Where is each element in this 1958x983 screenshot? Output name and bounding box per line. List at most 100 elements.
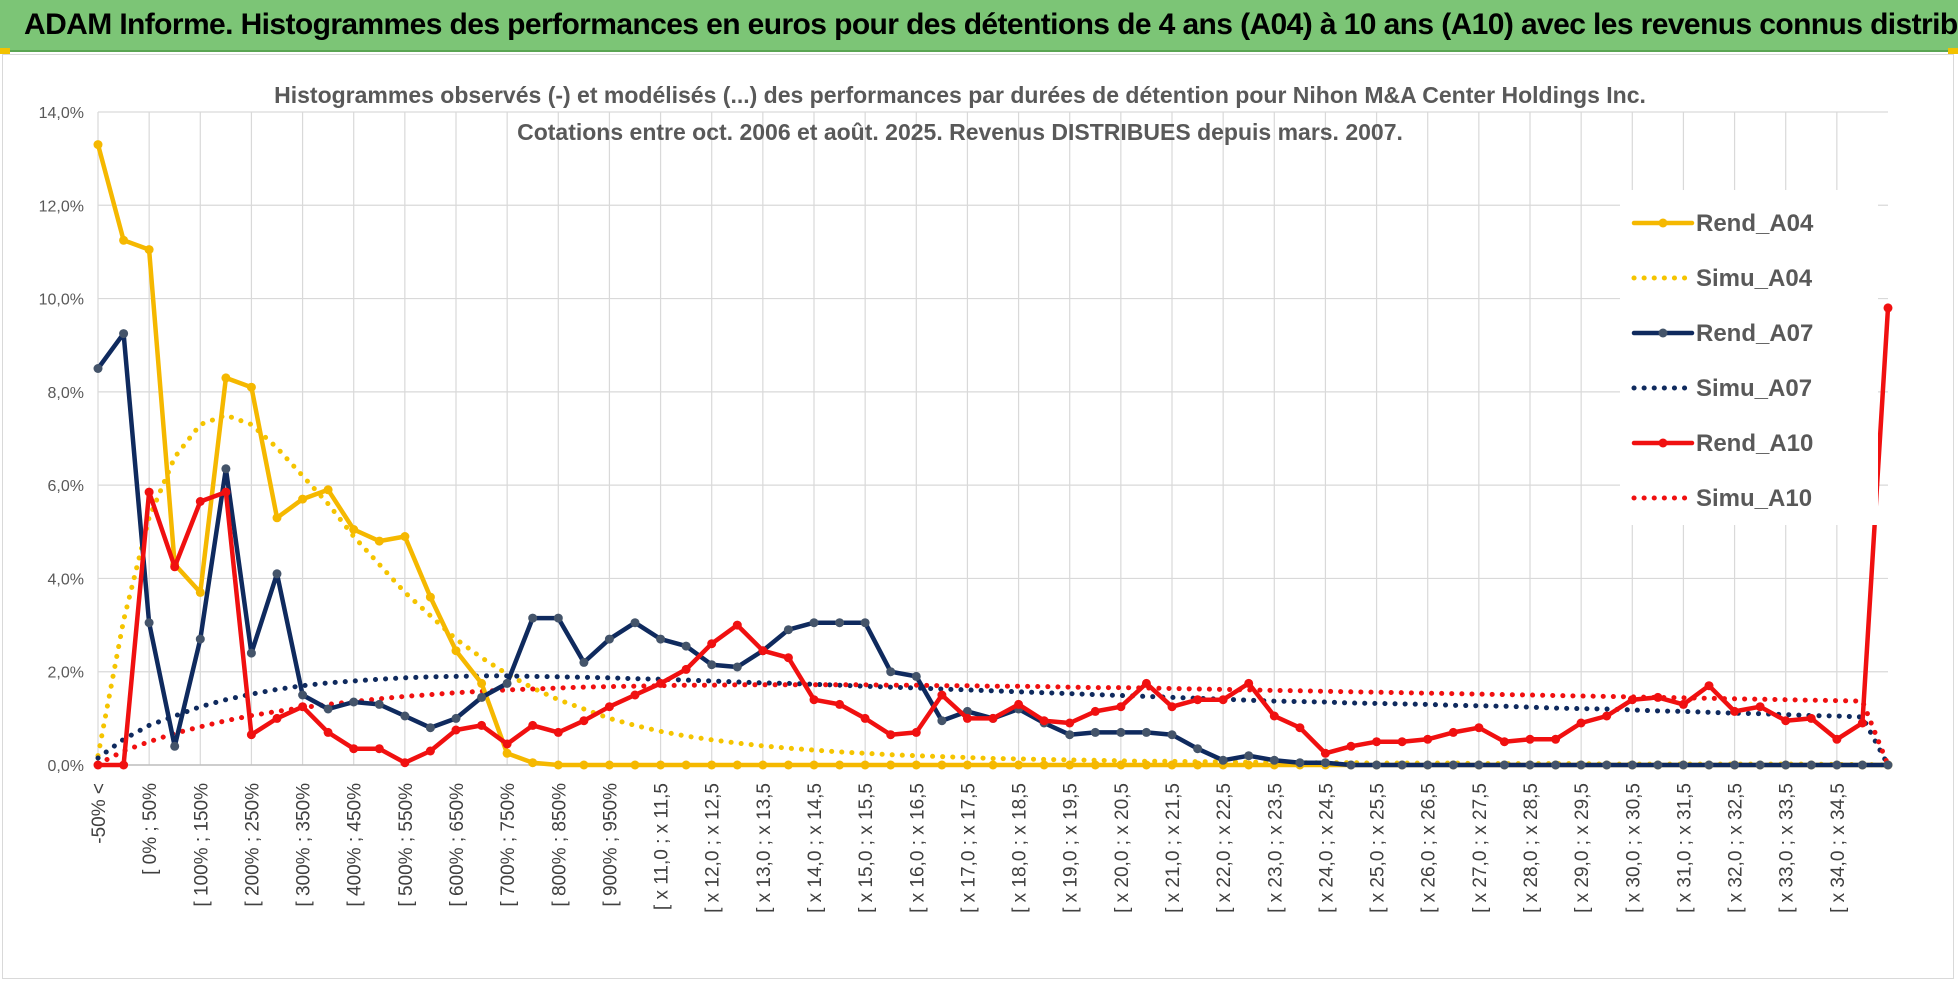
data-point-rend-a10 [1806,713,1816,723]
data-point-rend-a07 [1474,760,1484,770]
y-axis: 0,0% 2,0% 4,0% 6,0% 8,0% 10,0% 12,0% 14,0% [39,105,84,775]
data-point-rend-a10 [1065,718,1075,728]
legend-box [1620,190,1878,525]
x-tick-label: [ 200% ; 250% [242,783,263,907]
legend-label-rend-a04: Rend_A04 [1696,210,1814,237]
data-point-rend-a04 [298,494,308,504]
data-point-rend-a04 [323,485,333,495]
data-point-rend-a10 [1576,718,1586,728]
data-point-rend-a07 [1320,758,1330,768]
series-line-simu-a04 [95,412,1891,768]
data-point-rend-a07 [1397,760,1407,770]
x-tick-label: [ 800% ; 850% [549,783,570,907]
data-point-rend-a10 [425,746,435,756]
data-point-rend-a10 [1602,711,1612,721]
data-point-rend-a07 [298,690,308,700]
data-point-rend-a07 [1218,755,1228,765]
x-tick-label: [ x 15,0 ; x 15,5 [856,783,877,913]
data-point-rend-a04 [860,760,870,770]
data-point-rend-a07 [349,697,359,707]
data-point-rend-a10 [502,739,512,749]
data-point-rend-a04 [911,760,921,770]
chart-subtitle: Cotations entre oct. 2006 et août. 2025.… [517,119,1403,145]
data-point-rend-a07 [400,711,410,721]
data-point-rend-a10 [1678,699,1688,709]
data-point-rend-a10 [1448,727,1458,737]
legend-marker-rend-a07 [1658,328,1668,338]
data-point-rend-a10 [630,690,640,700]
data-point-rend-a07 [93,364,103,373]
x-tick-label: [ x 22,0 ; x 22,5 [1214,783,1235,913]
data-point-rend-a10 [323,727,333,737]
data-point-rend-a10 [656,678,666,688]
data-point-rend-a04 [630,760,640,770]
data-point-rend-a07 [1423,760,1433,770]
x-tick-label: [ x 14,0 ; x 14,5 [805,783,826,913]
data-point-rend-a04 [809,760,819,770]
legend-label-rend-a07: Rend_A07 [1696,320,1813,347]
data-point-rend-a07 [477,692,487,702]
data-point-rend-a10 [477,720,487,730]
legend-marker-rend-a04 [1658,218,1668,228]
data-point-rend-a07 [835,618,845,628]
data-point-rend-a07 [1730,760,1740,770]
data-point-rend-a04 [1244,760,1254,770]
data-point-rend-a10 [1832,734,1842,744]
data-point-rend-a07 [1269,755,1279,765]
data-point-rend-a07 [707,660,717,670]
data-point-rend-a04 [221,373,231,383]
x-tick-label: [ x 13,0 ; x 13,5 [754,783,775,913]
data-point-rend-a10 [553,727,563,737]
data-point-rend-a07 [119,329,129,339]
x-tick-label: [ 700% ; 750% [498,783,519,907]
data-point-rend-a04 [783,760,793,770]
data-point-rend-a07 [886,667,896,677]
data-point-rend-a10 [886,730,896,740]
data-point-rend-a04 [502,748,512,758]
data-point-rend-a04 [1116,760,1126,770]
data-point-rend-a07 [1065,730,1075,740]
data-point-rend-a10 [246,730,256,740]
x-tick-label: [ x 21,0 ; x 21,5 [1163,783,1184,913]
data-point-rend-a07 [1627,760,1637,770]
data-point-rend-a04 [937,760,947,770]
x-tick-label: [ x 16,0 ; x 16,5 [907,783,928,913]
data-point-rend-a07 [451,713,461,723]
data-point-rend-a07 [1116,727,1126,737]
data-point-rend-a07 [783,625,793,635]
data-point-rend-a10 [962,713,972,723]
data-point-rend-a10 [1423,734,1433,744]
series-layer [93,140,1893,770]
x-tick-label: [ x 26,0 ; x 26,5 [1419,783,1440,913]
data-point-rend-a10 [1499,737,1509,747]
data-point-rend-a07 [272,569,282,579]
x-tick-label: [ x 12,0 ; x 12,5 [703,783,724,913]
x-tick-label: [ x 31,0 ; x 31,5 [1674,783,1695,913]
data-point-rend-a04 [707,760,717,770]
data-point-rend-a04 [528,758,538,768]
data-point-rend-a07 [1678,760,1688,770]
chart-frame [2,54,1954,979]
data-point-rend-a07 [1141,727,1151,737]
data-point-rend-a07 [656,634,666,644]
series-line-simu-a10 [95,682,1891,768]
data-point-rend-a10 [783,653,793,663]
data-point-rend-a07 [604,634,614,644]
data-point-rend-a10 [707,639,717,649]
corner-accent-left [0,48,10,54]
data-point-rend-a10 [400,758,410,768]
data-point-rend-a04 [400,532,410,541]
legend-label-simu-a10: Simu_A10 [1696,485,1812,512]
data-point-rend-a10 [93,760,103,770]
data-point-rend-a04 [988,760,998,770]
data-point-rend-a07 [1244,751,1254,761]
data-point-rend-a10 [835,699,845,709]
data-point-rend-a07 [1193,744,1203,754]
title-banner: ADAM Informe. Histogrammes des performan… [0,0,1958,52]
data-point-rend-a04 [272,513,282,523]
data-point-rend-a10 [604,702,614,712]
data-point-rend-a07 [1551,760,1561,770]
data-point-rend-a07 [860,618,870,628]
data-point-rend-a07 [1346,760,1356,770]
data-point-rend-a10 [911,727,921,737]
